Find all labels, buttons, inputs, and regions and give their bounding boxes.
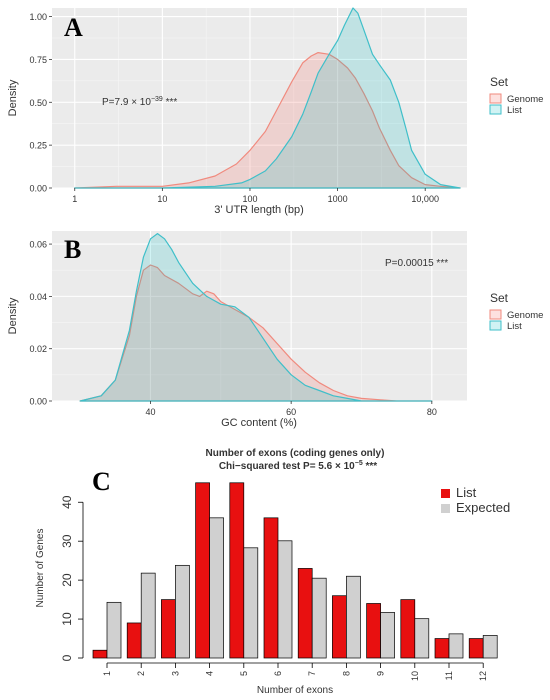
panel-a-legend-title: Set: [490, 75, 509, 89]
bar-list: [366, 603, 381, 659]
x-tick-label: 5: [239, 671, 249, 676]
bar-expected: [243, 547, 259, 659]
x-tick-label: 1: [102, 671, 112, 676]
x-tick-label: 4: [205, 671, 215, 676]
bar-list: [195, 482, 210, 659]
bar-expected: [482, 635, 498, 659]
x-tick-label: 9: [376, 671, 386, 676]
x-tick-label: 10: [157, 194, 167, 204]
panel-c-subtitle: Chi−squared test P= 5.6 × 10−5 ***: [219, 460, 377, 472]
density-curve-list: [79, 233, 433, 402]
x-tick-label: 80: [427, 407, 437, 417]
x-tick-label: 7: [307, 671, 317, 676]
panel-c-xlabel: Number of exons: [257, 685, 333, 696]
x-tick-label: 8: [341, 671, 351, 676]
y-tick-label: 0: [60, 654, 74, 661]
x-tick-label: 1000: [328, 194, 348, 204]
x-tick-label: 40: [145, 407, 155, 417]
x-tick-label: 10,000: [411, 194, 439, 204]
legend-key-list: [441, 489, 450, 498]
y-tick-label: 0.25: [29, 141, 47, 151]
y-tick-label: 20: [60, 573, 74, 587]
y-tick-label: 0.50: [29, 98, 47, 108]
x-tick-label: 100: [242, 194, 257, 204]
bar-list: [332, 595, 347, 659]
y-tick-label: 0.04: [29, 292, 47, 302]
bar-list: [468, 638, 484, 659]
legend-label-genome: Genome: [507, 310, 543, 321]
panel-a: 0.00 0.25 0.50 0.75 1.00 1 10 100 1000 10,000 A P…: [7, 7, 543, 216]
bar-expected: [277, 540, 293, 659]
x-tick-label: 10: [410, 671, 420, 681]
panel-b-ylabel: Density: [7, 297, 19, 334]
panel-b-plot-background: [52, 231, 467, 401]
bar-list: [297, 568, 313, 659]
panel-b-xlabel: GC content (%): [221, 417, 297, 429]
bar-list: [400, 599, 416, 659]
bar-list: [161, 599, 176, 659]
panel-b-annotation: P=0.00015 ***: [385, 258, 448, 269]
y-tick-label: 0.75: [29, 55, 47, 65]
panel-b-legend-title: Set: [490, 291, 509, 305]
y-tick-label: 0.00: [29, 397, 47, 407]
y-tick-label: 30: [60, 534, 74, 548]
legend-label-list: List: [456, 485, 477, 500]
y-tick-label: 0.02: [29, 344, 47, 354]
bar-list: [263, 517, 279, 659]
x-tick-label: 1: [72, 194, 77, 204]
bar-expected: [140, 572, 156, 659]
panel-a-xlabel: 3' UTR length (bp): [214, 204, 304, 216]
legend-key-list: [489, 320, 502, 331]
bar-list: [434, 638, 450, 659]
legend-label-expected: Expected: [456, 500, 510, 515]
bar-list: [126, 622, 142, 659]
legend-key-expected: [441, 504, 450, 513]
bar-list: [229, 482, 245, 659]
density-curve-list: [74, 7, 461, 189]
x-tick-label: 6: [273, 671, 283, 676]
y-tick-label: 40: [60, 495, 74, 509]
y-tick-label: 0.06: [29, 240, 47, 250]
panel-c-ylabel: Number of Genes: [35, 529, 46, 608]
bar-expected: [448, 633, 464, 659]
x-tick-label: 60: [286, 407, 296, 417]
x-tick-label: 3: [170, 671, 180, 676]
bar-expected: [346, 575, 361, 659]
bar-expected: [414, 618, 430, 659]
legend-key-genome: [489, 309, 502, 320]
panel-a-annotation: P=7.9 × 10−39 ***: [102, 96, 177, 108]
density-curve-genome: [74, 52, 461, 189]
x-tick-label: 12: [478, 671, 488, 681]
legend-key-list: [489, 104, 502, 115]
bar-expected: [311, 577, 327, 659]
legend-label-genome: Genome: [507, 94, 543, 105]
y-tick-label: 0.00: [29, 184, 47, 194]
legend-key-genome: [489, 93, 502, 104]
panel-a-ylabel: Density: [7, 79, 19, 116]
x-tick-label: 11: [444, 671, 454, 680]
panel-c: Number of exons (coding genes only) Chi−…: [35, 448, 510, 696]
panel-c-letter: C: [92, 467, 111, 496]
panel-b-letter: B: [64, 235, 81, 264]
panel-c-title: Number of exons (coding genes only): [206, 448, 385, 459]
y-tick-label: 10: [60, 612, 74, 626]
bar-expected: [209, 517, 224, 659]
panel-b: 0.00 0.02 0.04 0.06 40 60 80 B P=0.00015 *** G…: [7, 231, 543, 429]
legend-label-list: List: [507, 105, 522, 116]
panel-a-letter: A: [64, 13, 83, 42]
bar-list: [92, 649, 108, 659]
bar-expected: [175, 564, 190, 659]
y-tick-label: 1.00: [29, 12, 47, 22]
bar-expected: [106, 601, 122, 659]
legend-label-list: List: [507, 321, 522, 332]
x-tick-label: 2: [136, 671, 146, 676]
bar-expected: [380, 612, 395, 659]
density-curve-genome: [79, 264, 433, 402]
